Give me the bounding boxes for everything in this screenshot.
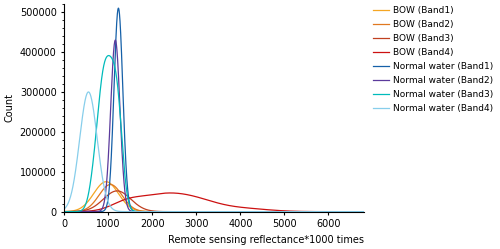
BOW (Band3) <box>184 210 190 213</box>
Normal water (Band3) <box>210 210 216 213</box>
BOW (Band3) <box>210 210 216 213</box>
Normal water (Band2) <box>142 210 148 213</box>
BOW (Band4) <box>178 192 184 195</box>
BOW (Band1) <box>210 210 216 213</box>
Line: BOW (Band2): BOW (Band2) <box>64 185 372 212</box>
Normal water (Band4) <box>142 210 148 213</box>
BOW (Band3) <box>178 210 184 213</box>
BOW (Band1) <box>103 180 109 183</box>
Normal water (Band1) <box>78 210 84 213</box>
BOW (Band1) <box>370 210 376 213</box>
Y-axis label: Count: Count <box>4 93 14 123</box>
BOW (Band4) <box>61 210 67 213</box>
Line: Normal water (Band2): Normal water (Band2) <box>64 40 372 212</box>
BOW (Band1) <box>78 207 84 210</box>
Normal water (Band4) <box>210 210 216 213</box>
Normal water (Band1) <box>142 210 148 213</box>
BOW (Band3) <box>114 189 120 192</box>
Normal water (Band4) <box>370 210 376 213</box>
BOW (Band2) <box>270 210 276 213</box>
Normal water (Band1) <box>210 210 216 213</box>
Line: BOW (Band4): BOW (Band4) <box>64 193 372 212</box>
Normal water (Band1) <box>184 210 190 213</box>
Legend: BOW (Band1), BOW (Band2), BOW (Band3), BOW (Band4), Normal water (Band1), Normal: BOW (Band1), BOW (Band2), BOW (Band3), B… <box>371 4 495 115</box>
Line: BOW (Band3): BOW (Band3) <box>64 191 372 212</box>
BOW (Band1) <box>61 210 67 213</box>
Normal water (Band3) <box>61 210 67 213</box>
BOW (Band1) <box>142 210 148 213</box>
BOW (Band3) <box>370 210 376 213</box>
Normal water (Band2) <box>184 210 190 213</box>
Normal water (Band1) <box>116 7 121 10</box>
Normal water (Band1) <box>178 210 184 213</box>
Normal water (Band1) <box>61 210 67 213</box>
BOW (Band2) <box>210 210 216 213</box>
Normal water (Band4) <box>184 210 190 213</box>
Normal water (Band3) <box>322 210 328 213</box>
Line: BOW (Band1): BOW (Band1) <box>64 182 372 212</box>
BOW (Band4) <box>78 210 84 213</box>
BOW (Band2) <box>78 209 84 212</box>
BOW (Band3) <box>78 210 84 213</box>
Normal water (Band2) <box>210 210 216 213</box>
BOW (Band2) <box>108 183 114 186</box>
Normal water (Band1) <box>370 210 376 213</box>
BOW (Band2) <box>370 210 376 213</box>
BOW (Band4) <box>142 194 148 197</box>
Normal water (Band2) <box>291 210 297 213</box>
Line: Normal water (Band4): Normal water (Band4) <box>64 92 372 212</box>
Normal water (Band3) <box>270 210 276 213</box>
BOW (Band2) <box>61 210 67 213</box>
BOW (Band4) <box>270 209 276 212</box>
BOW (Band4) <box>168 191 173 194</box>
Normal water (Band4) <box>270 210 276 213</box>
BOW (Band3) <box>270 210 276 213</box>
BOW (Band1) <box>270 210 276 213</box>
Normal water (Band4) <box>78 131 84 134</box>
Normal water (Band3) <box>106 54 112 57</box>
Normal water (Band4) <box>178 210 184 213</box>
Line: Normal water (Band1): Normal water (Band1) <box>64 8 372 212</box>
Normal water (Band2) <box>178 210 184 213</box>
Normal water (Band4) <box>86 90 91 93</box>
BOW (Band3) <box>61 210 67 213</box>
Normal water (Band2) <box>370 210 376 213</box>
BOW (Band1) <box>184 210 190 213</box>
Normal water (Band2) <box>270 210 276 213</box>
Normal water (Band2) <box>78 210 84 213</box>
BOW (Band2) <box>142 210 148 213</box>
BOW (Band4) <box>210 200 216 203</box>
BOW (Band1) <box>178 210 184 213</box>
Normal water (Band3) <box>78 209 84 212</box>
Normal water (Band3) <box>142 210 148 213</box>
Line: Normal water (Band3): Normal water (Band3) <box>64 56 372 212</box>
BOW (Band2) <box>184 210 190 213</box>
BOW (Band4) <box>370 210 376 213</box>
Normal water (Band3) <box>178 210 184 213</box>
BOW (Band2) <box>178 210 184 213</box>
X-axis label: Remote sensing reflectance*1000 times: Remote sensing reflectance*1000 times <box>168 235 364 245</box>
Normal water (Band2) <box>112 39 118 42</box>
Normal water (Band3) <box>370 210 376 213</box>
BOW (Band3) <box>142 208 148 211</box>
Normal water (Band1) <box>286 210 292 213</box>
Normal water (Band3) <box>184 210 190 213</box>
BOW (Band4) <box>184 193 190 196</box>
Normal water (Band4) <box>61 207 67 210</box>
Normal water (Band1) <box>270 210 276 213</box>
Normal water (Band2) <box>61 210 67 213</box>
